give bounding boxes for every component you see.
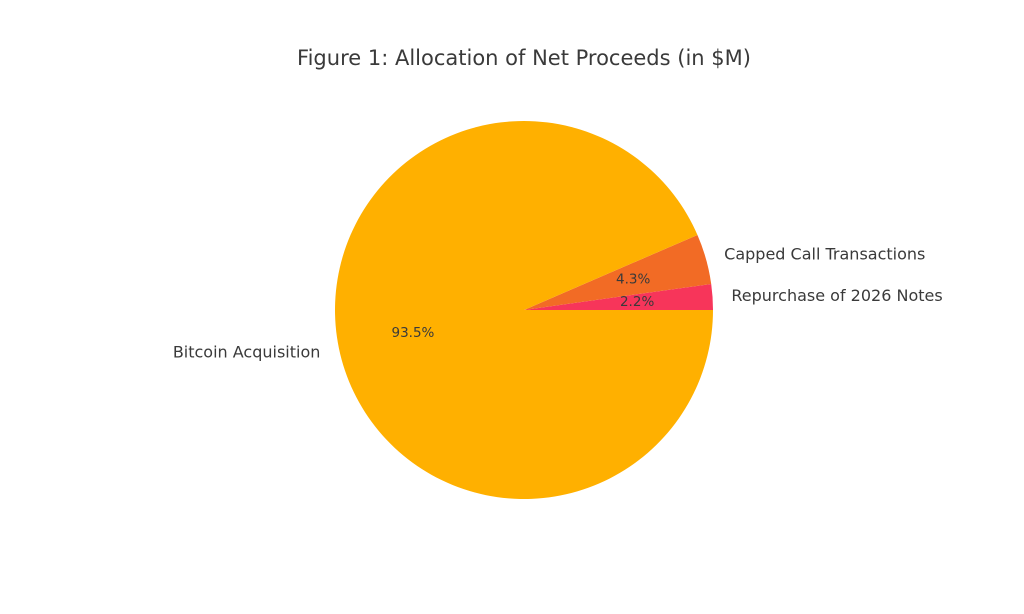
pie-labels: 2.2% Repurchase of 2026 Notes 4.3% Capped C… <box>173 244 943 361</box>
pie-category-label-capped-call-transactions: Capped Call Transactions <box>724 244 925 263</box>
chart-title: Figure 1: Allocation of Net Proceeds (in… <box>297 46 751 70</box>
pie-slice-repurchase-of-2026-notes <box>524 283 713 310</box>
pie-percent-label-bitcoin-acquisition: 93.5% <box>392 325 435 341</box>
pie-slice-bitcoin-acquisition <box>335 120 713 500</box>
pie-category-label-bitcoin-acquisition: Bitcoin Acquisition <box>173 343 321 362</box>
pie-category-label-repurchase-of-2026-notes: Repurchase of 2026 Notes <box>731 286 942 305</box>
pie-slice-capped-call-transactions <box>524 234 712 310</box>
pie-percent-label-repurchase-of-2026-notes: 2.2% <box>620 294 654 310</box>
pie-percent-label-capped-call-transactions: 4.3% <box>616 271 650 287</box>
pie-slices <box>335 120 713 500</box>
